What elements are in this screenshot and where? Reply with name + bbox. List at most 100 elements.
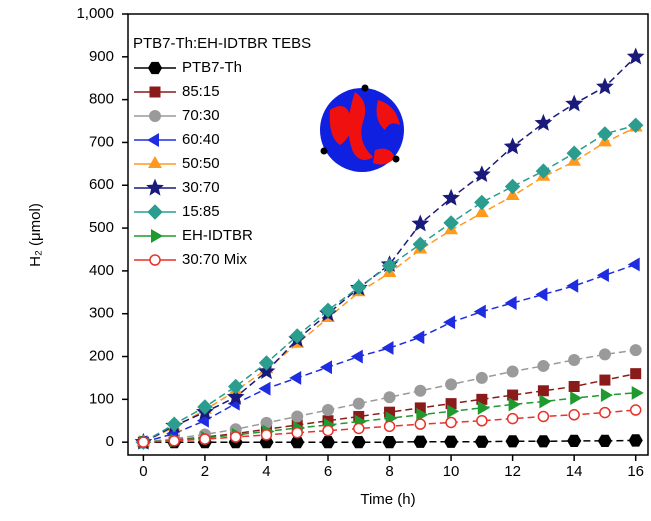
marker bbox=[626, 47, 645, 65]
marker bbox=[289, 328, 305, 344]
legend-label: EH-IDTBR bbox=[182, 227, 253, 244]
marker bbox=[412, 236, 429, 253]
x-tick-label: 16 bbox=[627, 463, 644, 480]
legend-label: 50:50 bbox=[182, 155, 220, 172]
marker bbox=[568, 353, 581, 366]
marker bbox=[416, 407, 429, 422]
marker bbox=[351, 279, 367, 295]
legend-marker bbox=[147, 61, 163, 75]
marker bbox=[537, 385, 549, 397]
marker bbox=[570, 391, 583, 405]
x-axis-title: Time (h) bbox=[360, 491, 415, 508]
marker bbox=[627, 117, 644, 134]
plot-frame bbox=[127, 13, 649, 456]
marker bbox=[539, 394, 552, 409]
marker bbox=[227, 378, 244, 395]
marker bbox=[472, 165, 491, 183]
marker bbox=[226, 387, 245, 405]
x-tick-label: 0 bbox=[139, 463, 147, 480]
marker bbox=[630, 368, 642, 380]
legend-label: 85:15 bbox=[182, 83, 220, 100]
marker bbox=[413, 435, 428, 448]
marker bbox=[535, 287, 548, 302]
marker bbox=[258, 355, 275, 371]
marker bbox=[166, 416, 182, 432]
marker bbox=[627, 257, 640, 272]
marker bbox=[229, 431, 242, 443]
y-tick-label: 1,000 bbox=[76, 5, 114, 22]
y-tick-label: 100 bbox=[89, 390, 114, 407]
marker bbox=[506, 365, 519, 378]
y-tick-label: 800 bbox=[89, 91, 114, 108]
marker bbox=[629, 404, 642, 416]
legend-label: 60:40 bbox=[182, 131, 220, 148]
marker bbox=[596, 268, 609, 283]
marker bbox=[442, 188, 460, 206]
marker bbox=[506, 412, 519, 425]
marker bbox=[444, 435, 459, 448]
marker bbox=[568, 380, 580, 392]
marker bbox=[414, 418, 427, 430]
legend-label: 30:70 Mix bbox=[182, 251, 248, 268]
marker bbox=[477, 400, 490, 415]
marker bbox=[566, 145, 582, 161]
y-tick-label: 0 bbox=[106, 433, 114, 450]
marker bbox=[137, 436, 150, 448]
marker bbox=[567, 434, 582, 447]
marker bbox=[597, 434, 612, 447]
marker bbox=[505, 187, 520, 200]
marker bbox=[445, 416, 457, 429]
marker bbox=[320, 302, 336, 319]
marker bbox=[503, 137, 522, 155]
y-tick-label: 300 bbox=[89, 305, 114, 322]
marker bbox=[168, 435, 180, 447]
legend-label: PTB7-Th bbox=[182, 59, 242, 76]
marker bbox=[382, 436, 397, 449]
legend-label: 15:85 bbox=[182, 203, 220, 220]
legend-marker bbox=[149, 254, 161, 266]
marker bbox=[320, 436, 336, 449]
marker bbox=[600, 388, 613, 402]
legend-marker bbox=[151, 229, 163, 243]
legend-marker bbox=[149, 110, 161, 122]
marker bbox=[412, 330, 425, 345]
legend-title: PTB7-Th:EH-IDTBR TEBS bbox=[133, 35, 311, 52]
marker bbox=[445, 378, 458, 391]
marker bbox=[629, 344, 642, 357]
marker bbox=[504, 296, 517, 310]
x-tick-label: 10 bbox=[443, 463, 460, 480]
x-tick-label: 12 bbox=[504, 463, 521, 480]
marker bbox=[322, 424, 334, 437]
marker bbox=[291, 426, 303, 439]
marker bbox=[351, 436, 366, 449]
y-axis-title: H₂ (μmol) bbox=[27, 203, 44, 267]
marker bbox=[443, 315, 456, 330]
marker bbox=[289, 371, 302, 385]
marker bbox=[631, 386, 644, 400]
marker bbox=[534, 113, 553, 131]
series-line bbox=[143, 349, 636, 443]
marker bbox=[566, 278, 579, 293]
x-tick-label: 14 bbox=[566, 463, 583, 480]
marker bbox=[598, 348, 611, 361]
marker bbox=[381, 258, 398, 274]
marker bbox=[537, 359, 550, 372]
marker bbox=[447, 404, 460, 419]
marker bbox=[443, 215, 459, 231]
marker bbox=[353, 422, 365, 435]
y-tick-label: 200 bbox=[89, 347, 114, 364]
marker bbox=[596, 77, 614, 95]
legend-label: 70:30 bbox=[182, 107, 220, 124]
marker bbox=[537, 410, 550, 423]
marker bbox=[597, 126, 613, 142]
marker bbox=[475, 371, 488, 384]
marker bbox=[352, 397, 365, 410]
marker bbox=[319, 360, 332, 375]
marker bbox=[505, 435, 520, 448]
marker bbox=[565, 94, 584, 112]
marker bbox=[411, 214, 430, 232]
y-tick-label: 700 bbox=[89, 133, 114, 150]
x-tick-label: 2 bbox=[201, 463, 209, 480]
marker bbox=[322, 404, 334, 417]
marker bbox=[257, 362, 276, 380]
